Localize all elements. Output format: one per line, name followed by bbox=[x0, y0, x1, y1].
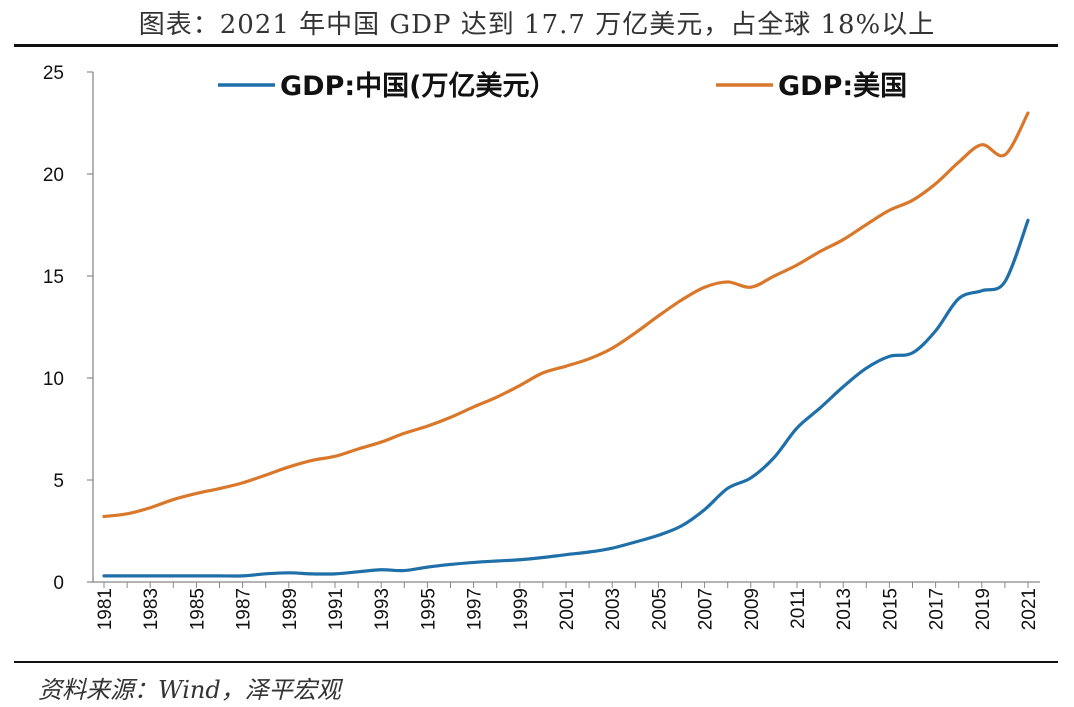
x-tick-label: 2015 bbox=[880, 588, 901, 630]
y-tick-label: 25 bbox=[43, 63, 64, 84]
x-tick-label: 1995 bbox=[418, 588, 439, 630]
x-tick-label: 2005 bbox=[649, 588, 670, 630]
legend: GDP:中国(万亿美元） GDP:美国 bbox=[218, 70, 907, 102]
x-tick-label: 1989 bbox=[280, 588, 301, 630]
x-tick-label: 1983 bbox=[141, 588, 162, 630]
y-tick-label: 20 bbox=[43, 165, 64, 186]
series-layer bbox=[102, 111, 1030, 578]
x-tick-label: 1997 bbox=[465, 588, 486, 630]
chart-title: 图表：2021 年中国 GDP 达到 17.7 万亿美元，占全球 18%以上 bbox=[138, 10, 936, 40]
x-tick-label: 2007 bbox=[696, 588, 717, 630]
y-tick-label: 15 bbox=[43, 267, 64, 288]
x-tick-label: 2013 bbox=[834, 588, 855, 630]
y-tick-label: 5 bbox=[53, 471, 64, 492]
legend-label-us: GDP:美国 bbox=[778, 70, 907, 102]
x-tick-label: 2021 bbox=[1019, 588, 1040, 630]
top-rule bbox=[14, 44, 1058, 47]
x-axis-ticks: 1981 1983 1985 1987 1989 1991 1993 1995 1997 1999… bbox=[95, 582, 1040, 630]
x-tick-label: 1993 bbox=[372, 588, 393, 630]
y-tick-label: 10 bbox=[43, 369, 64, 390]
x-tick-label: 1991 bbox=[326, 588, 347, 630]
x-tick-label: 1999 bbox=[511, 588, 532, 630]
x-tick-label: 2017 bbox=[927, 588, 948, 630]
x-tick-label: 2001 bbox=[557, 588, 578, 630]
x-tick-label: 1981 bbox=[95, 588, 116, 630]
y-axis-ticks: 0 5 10 15 20 25 bbox=[43, 63, 93, 594]
x-tick-label: 1987 bbox=[234, 588, 255, 630]
series-line-china bbox=[102, 218, 1030, 578]
bottom-rule bbox=[14, 661, 1058, 663]
x-tick-label: 2019 bbox=[973, 588, 994, 630]
x-tick-label: 2009 bbox=[742, 588, 763, 630]
legend-label-china: GDP:中国(万亿美元） bbox=[280, 70, 557, 102]
x-tick-label: 1985 bbox=[187, 588, 208, 630]
series-line-us bbox=[102, 111, 1030, 519]
source-note: 资料来源：Wind，泽平宏观 bbox=[38, 676, 341, 704]
x-tick-label: 2011 bbox=[788, 588, 809, 629]
x-tick-label: 2003 bbox=[603, 588, 624, 630]
y-tick-label: 0 bbox=[53, 573, 64, 594]
axes bbox=[92, 72, 1040, 583]
